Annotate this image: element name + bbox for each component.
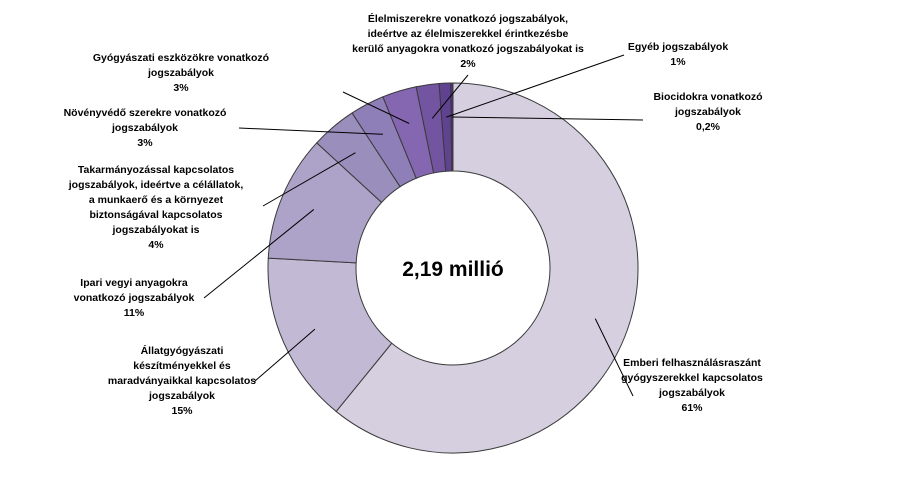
slice-name-line: jogszabályok	[674, 106, 741, 118]
slice-9	[450, 82, 454, 172]
slice-name-line: biztonságával kapcsolatos	[89, 209, 222, 221]
slice-name-line: Biocidokra vonatkozó	[653, 91, 762, 103]
leader-line-5	[238, 127, 383, 135]
slice-value-label: 4%	[148, 239, 164, 251]
slice-name-line: készítményekkel és	[133, 360, 231, 372]
slice-name-line: Gyógyászati eszközökre vonatkozó	[93, 52, 269, 64]
slice-name-line: jogszabályok	[148, 390, 215, 402]
slice-value-label: 3%	[173, 82, 189, 94]
slice-label-9: Biocidokra vonatkozó jogszabályok 0,2%	[653, 91, 762, 133]
slice-label-7: Élelmiszerekre vonatkozó jogszabályok, id…	[352, 12, 584, 70]
leader-line-9	[452, 116, 644, 121]
slice-name-line: Egyéb jogszabályok	[628, 41, 729, 53]
slice-name-line: jogszabályokat is	[112, 224, 200, 236]
slice-name-line: jogszabályok	[111, 122, 178, 134]
slice-name-line: Takarmányozással kapcsolatos	[78, 164, 234, 176]
leader-line-3	[203, 209, 315, 299]
slice-value-label: 11%	[124, 307, 145, 319]
slice-value-label: 2%	[460, 58, 476, 70]
slice-name-line: ideértve az élelmiszerekkel érintkezésbe	[368, 28, 569, 40]
leader-lines-group	[203, 54, 644, 397]
slices-group	[267, 82, 639, 454]
slice-label-8: Egyéb jogszabályok 1%	[628, 41, 729, 68]
labels-group: Emberi felhasználásraszánt gyógyszerekkel…	[64, 12, 763, 417]
leader-line-6	[342, 91, 410, 124]
slice-value-label: 1%	[670, 56, 686, 68]
slice-name-line: vonatkozó jogszabályok	[74, 292, 195, 304]
slice-value-label: 0,2%	[696, 121, 721, 133]
slice-label-2: Állatgyógyászati készítményekkel és maradv…	[108, 344, 256, 417]
slice-value-label: 61%	[681, 402, 703, 414]
leader-line-7	[431, 74, 469, 119]
leader-line-2	[254, 328, 316, 382]
slice-label-1: Emberi felhasználásraszánt gyógyszerekkel…	[621, 357, 763, 414]
center-total-label: 2,19 millió	[402, 258, 504, 281]
slice-name-line: Emberi felhasználásraszánt	[623, 357, 761, 369]
slice-name-line: a munkaerő és a környezet	[89, 194, 224, 206]
slice-1	[335, 82, 639, 454]
slice-name-line: kerülő anyagokra vonatkozó jogszabályoka…	[352, 43, 584, 55]
slice-name-line: Állatgyógyászati	[141, 344, 224, 357]
slice-label-4: Takarmányozással kapcsolatos jogszabályok…	[68, 164, 244, 251]
slice-name-line: jogszabályok	[147, 67, 214, 79]
slice-name-line: Élelmiszerekre vonatkozó jogszabályok,	[368, 12, 568, 25]
leader-line-1	[594, 318, 634, 397]
slice-value-label: 3%	[137, 137, 153, 149]
leader-line-8	[446, 54, 625, 118]
slice-name-line: jogszabályok, ideértve a célállatok,	[68, 179, 244, 191]
slice-name-line: maradványaikkal kapcsolatos	[108, 375, 256, 387]
slice-label-5: Növényvédő szerekre vonatkozó jogszabályo…	[64, 107, 227, 149]
slice-name-line: gyógyszerekkel kapcsolatos	[621, 372, 763, 384]
slice-name-line: jogszabályok	[658, 387, 725, 399]
slice-label-6: Gyógyászati eszközökre vonatkozó jogszabá…	[93, 52, 269, 94]
slice-name-line: Ipari vegyi anyagokra	[80, 277, 188, 289]
leader-line-4	[262, 152, 356, 207]
slice-value-label: 15%	[171, 405, 193, 417]
slice-name-line: Növényvédő szerekre vonatkozó	[64, 107, 227, 119]
slice-label-3: Ipari vegyi anyagokra vonatkozó jogszabál…	[74, 277, 195, 319]
